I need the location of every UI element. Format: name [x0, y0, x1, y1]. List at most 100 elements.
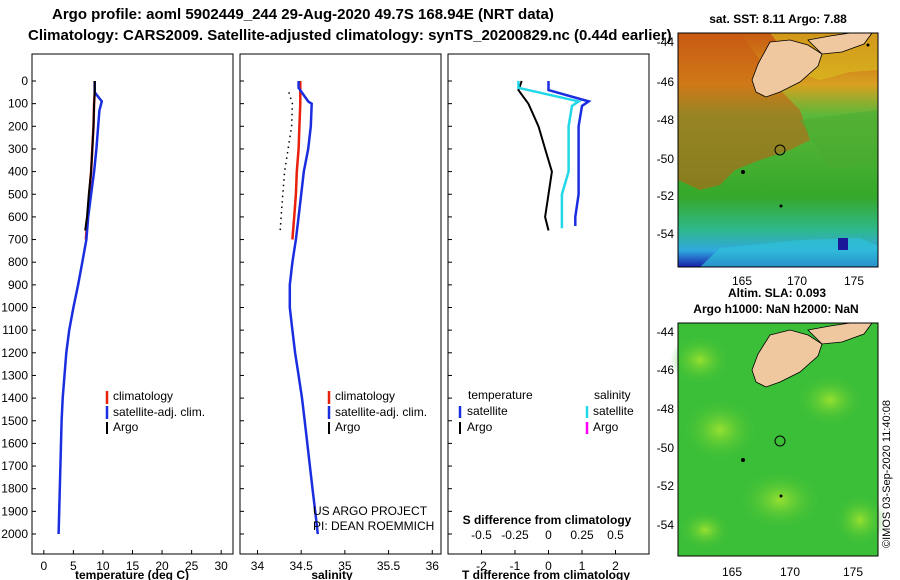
- y-tick-label: 1100: [2, 323, 28, 337]
- salinity-x-label: salinity: [311, 568, 353, 580]
- temperature-x-label: temperature (deg C): [75, 568, 189, 580]
- y-tick-label: 500: [8, 187, 28, 201]
- island-marker: [741, 458, 745, 462]
- island-marker: [779, 204, 783, 208]
- sla-lon-tick: 165: [722, 565, 742, 579]
- sla-anomaly: [834, 494, 886, 546]
- legend-label-climatology: climatology: [335, 389, 395, 403]
- sla-anomaly: [682, 398, 758, 462]
- island-marker: [741, 170, 745, 174]
- sst-lat-tick: -44: [657, 35, 675, 49]
- series-temperature-argo: [517, 80, 553, 231]
- new-zealand-land: [751, 39, 823, 98]
- sla-map-title: Altim. SLA: 0.093: [728, 286, 826, 300]
- sla-anomaly: [796, 374, 864, 426]
- sla-anomaly: [670, 335, 730, 385]
- y-tick-label: 800: [8, 255, 28, 269]
- legend-title-temperature: temperature: [468, 388, 533, 402]
- y-tick-label: 100: [8, 97, 28, 111]
- y-tick-label: 1500: [1, 414, 28, 428]
- x-tick-label: 34.5: [289, 559, 313, 573]
- legend-label-t-satellite: satellite: [467, 404, 508, 418]
- y-tick-label: 1000: [1, 301, 28, 315]
- sst-map-axes: -44 -46 -48 -50 -52 -54 165 170 175: [657, 35, 865, 288]
- sst-lat-tick: -50: [657, 152, 675, 166]
- sst-map-frame: [677, 32, 879, 268]
- sla-lat-tick: -46: [657, 363, 675, 377]
- x-tick-label: 5: [70, 559, 77, 573]
- island-marker: [866, 43, 870, 47]
- sla-map-subtitle: Argo h1000: NaN h2000: NaN: [693, 302, 858, 316]
- x-tick-label: 10: [96, 559, 110, 573]
- temperature-legend: climatology satellite-adj. clim. Argo: [105, 389, 205, 434]
- sst-lon-tick: 165: [732, 274, 752, 288]
- x2-tick-label: 0.25: [570, 528, 594, 542]
- y-tick-label: 600: [8, 210, 28, 224]
- x2-tick-label: 0.5: [607, 528, 624, 542]
- sst-lon-tick: 175: [844, 274, 864, 288]
- series-temperature-satellite: [547, 81, 592, 226]
- new-zealand-land: [751, 329, 823, 388]
- x-tick-label: 35: [338, 559, 352, 573]
- legend-title-salinity: salinity: [594, 388, 631, 402]
- difference-x-label: T difference from climatology: [462, 568, 630, 580]
- x2-tick-label: -0.5: [471, 528, 492, 542]
- legend-label-argo: Argo: [113, 420, 139, 434]
- sla-lon-tick: 175: [843, 565, 863, 579]
- x-tick-label: 1: [579, 559, 586, 573]
- sla-lat-tick: -44: [657, 325, 675, 339]
- sla-map-axes: -44 -46 -48 -50 -52 -54 165 170 175: [657, 325, 864, 579]
- y-tick-label: 0: [21, 74, 28, 88]
- sst-lat-tick: -46: [657, 75, 675, 89]
- difference-panel: -2 -1 0 1 2 -0.5 -0.25 0 0.25 0.5: [448, 80, 624, 573]
- sst-map: [677, 32, 879, 268]
- sla-anomaly: [679, 510, 731, 550]
- new-zealand-land-north: [807, 322, 873, 345]
- series-satellite-adj-clim-: [57, 81, 104, 535]
- x-tick-label: 0: [545, 559, 552, 573]
- sst-lat-tick: -54: [657, 227, 675, 241]
- sla-lat-tick: -52: [657, 479, 675, 493]
- salinity-panel: 34 34.5 35 35.5 36: [240, 80, 439, 573]
- legend-label-t-argo: Argo: [467, 420, 493, 434]
- salinity-panel-frame: [239, 53, 442, 555]
- x-tick-label: 34: [251, 559, 265, 573]
- x-tick-label: 25: [185, 559, 199, 573]
- x-tick-label: 2: [612, 559, 619, 573]
- sst-cold-spot: [838, 238, 848, 250]
- x-tick-label: 35.5: [377, 559, 401, 573]
- imos-credit: ©IMOS 03-Sep-2020 11:40:08: [881, 400, 893, 548]
- difference-legend: temperature salinity satellite Argo sate…: [458, 388, 634, 434]
- y-tick-label: 1700: [1, 459, 28, 473]
- y-tick-label: 2000: [1, 527, 28, 541]
- sst-map-title: sat. SST: 8.11 Argo: 7.88: [709, 12, 847, 26]
- island-marker: [779, 494, 783, 498]
- project-annotation: US ARGO PROJECT: [313, 504, 428, 518]
- figure-title-line2: Climatology: CARS2009. Satellite-adjuste…: [28, 27, 672, 44]
- x-tick-label: 30: [214, 559, 228, 573]
- y-tick-label: 400: [8, 165, 28, 179]
- legend-label-s-satellite: satellite: [593, 404, 634, 418]
- y-tick-label: 700: [8, 233, 28, 247]
- series-climatology: [291, 81, 302, 240]
- y-tick-label: 300: [8, 142, 28, 156]
- sst-lon-tick: 170: [787, 274, 807, 288]
- pi-annotation: PI: DEAN ROEMMICH: [313, 519, 434, 533]
- legend-label-climatology: climatology: [113, 389, 173, 403]
- sst-cool-water: [700, 238, 878, 267]
- x-tick-label: 15: [126, 559, 140, 573]
- series-salinity-satellite: [517, 81, 582, 229]
- y-tick-label: 1300: [1, 368, 28, 382]
- x-tick-label: -1: [510, 559, 521, 573]
- sla-anomaly: [738, 470, 822, 530]
- x-tick-label: -2: [476, 559, 487, 573]
- y-tick-label: 900: [8, 278, 28, 292]
- y-tick-label: 200: [8, 119, 28, 133]
- sst-green-water: [800, 110, 878, 170]
- y-tick-label: 1200: [1, 346, 28, 360]
- legend-label-satellite: satellite-adj. clim.: [113, 405, 205, 419]
- y-tick-label: 1400: [1, 391, 28, 405]
- salinity-legend: climatology satellite-adj. clim. Argo US…: [313, 389, 434, 533]
- sla-map: [670, 322, 886, 557]
